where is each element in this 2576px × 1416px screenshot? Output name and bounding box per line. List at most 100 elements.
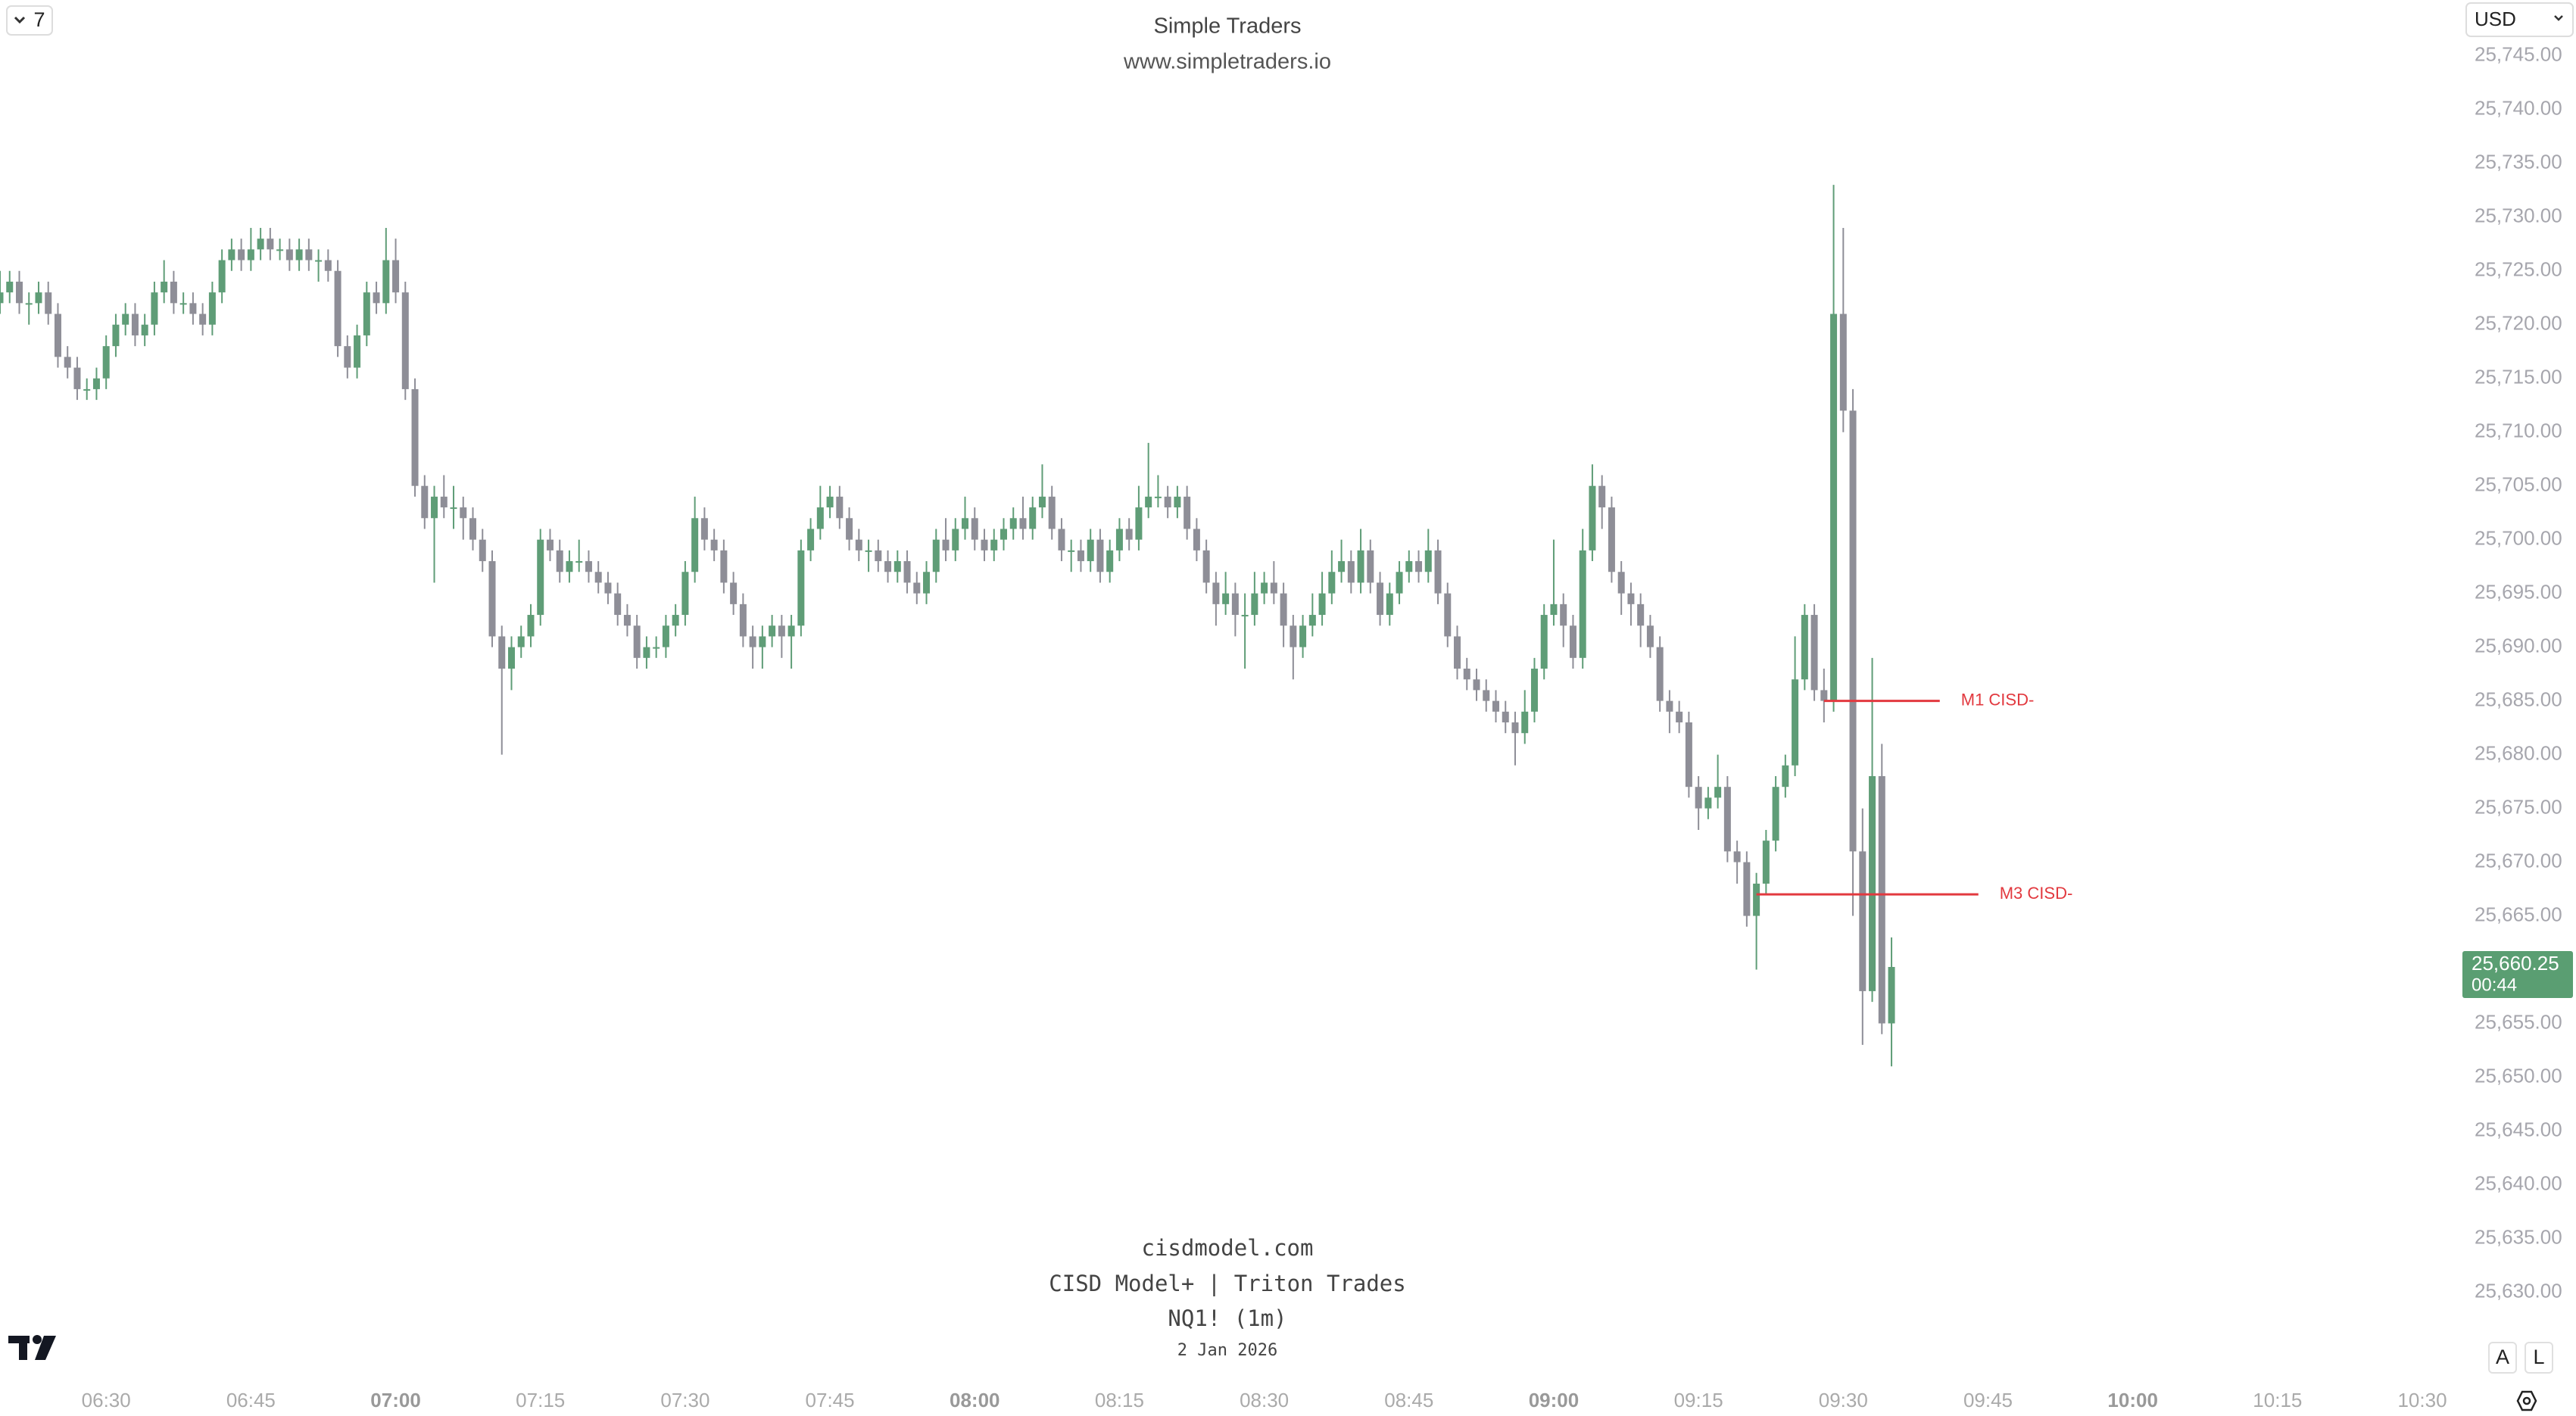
candle-body [285, 249, 293, 260]
candle-body [710, 539, 718, 550]
candle-body [1145, 496, 1152, 508]
candle-body [1579, 550, 1586, 658]
last-price-label: 25,660.25 [2472, 952, 2559, 975]
candle-body [1424, 550, 1432, 572]
candle-body [1270, 582, 1277, 594]
x-tick-label: 07:00 [370, 1389, 421, 1411]
candle-body [1009, 518, 1017, 529]
candle-body [1560, 604, 1567, 626]
x-tick-label: 08:30 [1240, 1389, 1289, 1411]
candle-body [1367, 550, 1374, 583]
interval-label: 7 [33, 8, 45, 31]
candle-body [807, 529, 815, 550]
candle-body [691, 518, 699, 572]
candle-body [623, 615, 631, 626]
y-tick-label: 25,685.00 [2475, 688, 2562, 710]
candle-body [131, 313, 139, 335]
candle-body [112, 324, 120, 347]
log-scale-button[interactable] [2525, 1342, 2553, 1374]
candle-body [981, 539, 988, 550]
candle-body [1377, 582, 1384, 616]
candle-body [614, 593, 622, 616]
candle-body [151, 292, 158, 325]
candle-body [1617, 572, 1625, 594]
candle-body [990, 539, 998, 550]
candle-body [1511, 722, 1519, 734]
candle-body [1338, 561, 1346, 572]
candle-body [1685, 722, 1692, 788]
candle-body [566, 561, 573, 572]
candle-body [855, 539, 862, 550]
candle-body [1849, 410, 1857, 852]
candle-body [1048, 496, 1056, 529]
candle-body [1589, 485, 1596, 550]
auto-scale-button[interactable] [2488, 1342, 2517, 1374]
x-tick-label: 09:30 [1819, 1389, 1868, 1411]
candle-body [440, 496, 448, 508]
candle-body [1502, 711, 1509, 723]
candle-body [479, 539, 486, 562]
candle-body [787, 625, 795, 637]
candle-body [1676, 711, 1683, 723]
candle-body [1646, 625, 1654, 647]
candle-body [527, 615, 535, 637]
candle-body [1540, 615, 1548, 669]
settings-icon[interactable] [2516, 1390, 2537, 1411]
candle-body [720, 550, 728, 583]
candle-body [1888, 966, 1895, 1024]
candle-body [816, 507, 824, 529]
chevron-icon [14, 16, 26, 24]
candle-body [1839, 313, 1847, 411]
candle-body [1714, 787, 1722, 798]
candle-body [363, 292, 370, 335]
candle-body [1492, 700, 1499, 712]
y-tick-label: 25,710.00 [2475, 419, 2562, 442]
candle-body [1792, 679, 1799, 766]
candle-body [1396, 572, 1403, 594]
candle-body [315, 260, 323, 262]
candle-body [1772, 787, 1779, 841]
chevron-icon [2554, 15, 2563, 21]
candle-body [932, 539, 940, 572]
candle-body [604, 582, 612, 594]
candle-body [903, 561, 911, 583]
candle-body [1723, 787, 1731, 852]
y-tick-label: 25,735.00 [2475, 151, 2562, 173]
interval-button[interactable] [6, 5, 53, 36]
candle-body [643, 647, 650, 658]
y-tick-label: 25,695.00 [2475, 581, 2562, 604]
candle-body [556, 550, 563, 572]
candle-body [759, 636, 766, 647]
candle-body [1569, 625, 1576, 658]
candle-body [199, 313, 207, 325]
candle-body [208, 292, 216, 325]
cisd-level-label: M1 CISD- [1961, 690, 2035, 709]
x-tick-label: 09:15 [1674, 1389, 1723, 1411]
candle-body [893, 561, 901, 572]
candle-body [846, 518, 853, 540]
candle-body [1820, 690, 1828, 701]
candle-body [45, 292, 52, 314]
candle-body [469, 518, 477, 540]
candle-body [1386, 593, 1393, 616]
candle-body [1434, 550, 1442, 594]
x-tick-label: 08:00 [950, 1389, 1000, 1411]
chart-subtitle: www.simpletraders.io [1123, 50, 1331, 74]
y-tick-label: 25,675.00 [2475, 795, 2562, 818]
candle-body [1261, 582, 1268, 594]
candle-body [267, 239, 274, 250]
y-tick-label: 25,725.00 [2475, 258, 2562, 281]
candle-body [769, 625, 776, 637]
y-tick-label: 25,705.00 [2475, 473, 2562, 496]
candle-body [700, 518, 708, 540]
candle-body [1473, 679, 1480, 691]
candle-body [1530, 669, 1538, 712]
x-tick-label: 09:45 [1963, 1389, 2013, 1411]
candle-body [102, 346, 110, 379]
candle-body [1231, 593, 1239, 616]
currency-dropdown[interactable] [2465, 2, 2574, 37]
candle-body [460, 507, 467, 519]
candle-body [1106, 550, 1114, 572]
candle-body [421, 485, 429, 519]
candle-body [1801, 615, 1808, 680]
